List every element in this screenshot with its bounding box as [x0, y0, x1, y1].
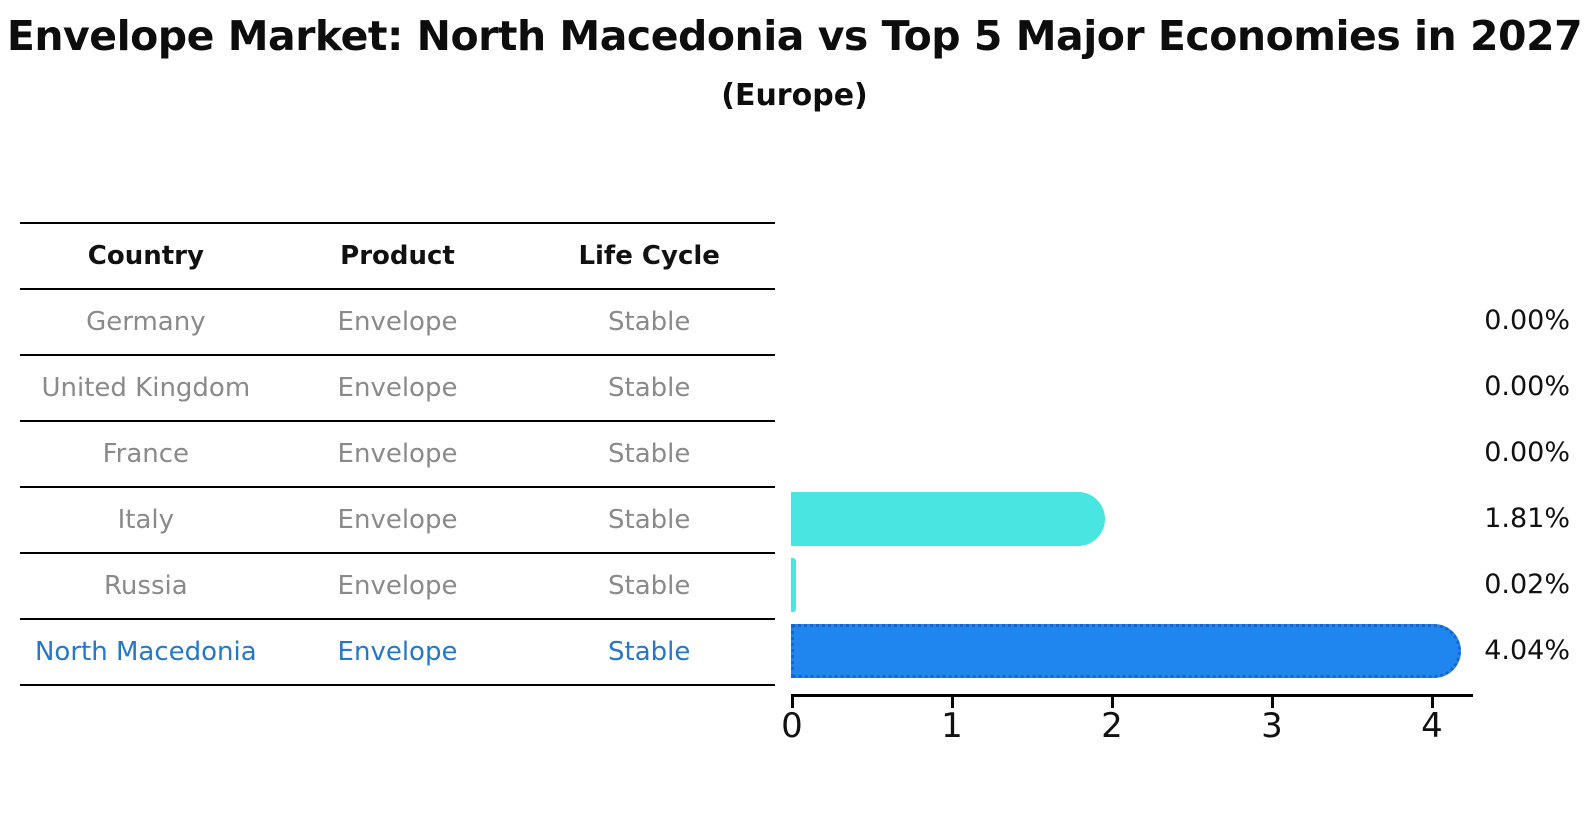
cell-country: Russia [104, 571, 188, 601]
bar-row-united-kingdom: 0.00% [791, 354, 1570, 420]
table-row-united-kingdom: United Kingdom Envelope Stable [20, 354, 775, 420]
cell-country: North Macedonia [34, 637, 257, 667]
cell-product: Envelope [337, 571, 458, 601]
x-tick-label: 0 [781, 706, 803, 746]
x-tick [1111, 697, 1114, 708]
bar-chart-area: 0.00% 0.00% 0.00% 1.81% 0.02% 4.04% [791, 288, 1570, 684]
cell-lifecycle: Stable [608, 637, 691, 667]
value-label-north-macedonia: 4.04% [1484, 635, 1570, 666]
bar-russia [791, 558, 796, 612]
cell-product: Envelope [337, 307, 458, 337]
table-body: Germany Envelope Stable United Kingdom Envel… [20, 288, 775, 684]
column-header-product: Product [340, 241, 455, 271]
x-axis-line [791, 694, 1473, 697]
x-tick [1431, 697, 1434, 708]
cell-lifecycle: Stable [608, 439, 691, 469]
cell-product: Envelope [337, 373, 458, 403]
table-row-italy: Italy Envelope Stable [20, 486, 775, 552]
value-label-russia: 0.02% [1484, 569, 1570, 600]
cell-product: Envelope [337, 505, 458, 535]
x-tick-label: 3 [1261, 706, 1283, 746]
cell-lifecycle: Stable [608, 571, 691, 601]
table-row-france: France Envelope Stable [20, 420, 775, 486]
cell-country: United Kingdom [41, 373, 251, 403]
cell-lifecycle: Stable [608, 373, 691, 403]
table-row-north-macedonia: North Macedonia Envelope Stable [20, 618, 775, 684]
x-tick [791, 697, 794, 708]
cell-country: Italy [117, 505, 175, 535]
value-label-united-kingdom: 0.00% [1484, 371, 1570, 402]
x-tick [1271, 697, 1274, 708]
x-tick [951, 697, 954, 708]
cell-country: Germany [86, 307, 206, 337]
bar-north-macedonia [791, 624, 1462, 678]
value-label-italy: 1.81% [1484, 503, 1570, 534]
bar-row-france: 0.00% [791, 420, 1570, 486]
table-row-russia: Russia Envelope Stable [20, 552, 775, 618]
cell-lifecycle: Stable [608, 505, 691, 535]
column-header-country: Country [87, 241, 204, 271]
x-tick-label: 1 [941, 706, 963, 746]
table-header-row: Country Product Life Cycle [20, 222, 775, 288]
value-label-france: 0.00% [1484, 437, 1570, 468]
cell-product: Envelope [337, 439, 458, 469]
value-label-germany: 0.00% [1484, 305, 1570, 336]
cell-country: France [102, 439, 190, 469]
country-table: Country Product Life Cycle Germany Envelo… [20, 222, 775, 686]
table-row-germany: Germany Envelope Stable [20, 288, 775, 354]
bar-row-italy: 1.81% [791, 486, 1570, 552]
x-tick-label: 4 [1421, 706, 1443, 746]
bar-row-germany: 0.00% [791, 288, 1570, 354]
bar-italy [791, 492, 1105, 546]
cell-product: Envelope [337, 637, 458, 667]
cell-lifecycle: Stable [608, 307, 691, 337]
chart-subtitle: (Europe) [721, 78, 868, 113]
chart-title: Envelope Market: North Macedonia vs Top … [6, 12, 1583, 60]
column-header-lifecycle: Life Cycle [578, 241, 720, 271]
x-tick-label: 2 [1101, 706, 1123, 746]
bar-row-north-macedonia: 4.04% [791, 618, 1570, 684]
bar-row-russia: 0.02% [791, 552, 1570, 618]
